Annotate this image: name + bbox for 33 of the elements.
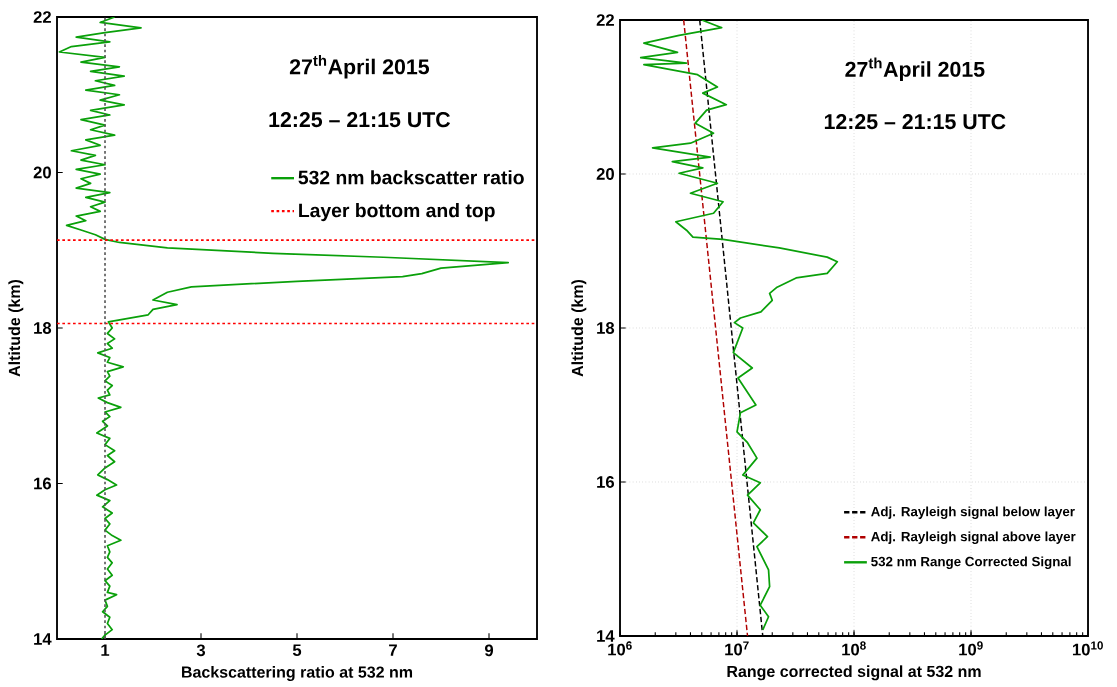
legend-label: Layer bottom and top	[299, 203, 495, 222]
y-tick-label: 16	[597, 476, 615, 488]
x-tick-label: 9	[484, 644, 494, 657]
x-axis-title: Range corrected signal at 532 nm	[727, 665, 981, 681]
text: 27$^{th}$April 2015	[289, 54, 430, 79]
legend-label: 532 nm backscatter ratio	[298, 170, 524, 185]
y-tick-label: 22	[596, 14, 614, 26]
x-tick-label: 10$^{7}$	[725, 641, 749, 656]
y-axis-title: Altitude (km)	[571, 279, 587, 377]
x-tick-label: 10$^{10}$	[1072, 641, 1103, 656]
x-axis-title: Backscattering ratio at 532 nm	[182, 666, 413, 682]
legend-label: 532 nm Range Corrected Signal	[871, 556, 1071, 569]
legend-label: Adj. Rayleigh signal above layer	[871, 531, 1076, 544]
text: 12:25 – 21:15 UTC	[824, 114, 1006, 130]
y-tick-label: 20	[596, 168, 614, 180]
y-tick-label: 22	[33, 11, 51, 23]
x-tick-label: 5	[292, 644, 302, 657]
y-tick-label: 16	[34, 477, 52, 490]
y-tick-label: 18	[597, 322, 615, 334]
y-tick-label: 14	[597, 630, 615, 642]
x-tick-label: 10$^{8}$	[842, 641, 866, 656]
y-tick-label: 20	[33, 166, 51, 179]
text: 27$^{th}$April 2015	[845, 57, 985, 82]
y-tick-label: 14	[34, 633, 52, 645]
y-axis-title: Altitude (km)	[8, 279, 24, 377]
x-tick-label: 10$^{9}$	[959, 641, 983, 656]
x-tick-label: 1	[101, 644, 110, 656]
x-tick-label: 7	[389, 644, 397, 656]
text: 12:25 – 21:15 UTC	[269, 112, 451, 128]
legend-label: Adj. Rayleigh signal below layer	[871, 506, 1075, 519]
x-tick-label: 10$^{6}$	[608, 641, 632, 656]
y-tick-label: 18	[34, 322, 52, 334]
x-tick-label: 3	[196, 644, 206, 657]
